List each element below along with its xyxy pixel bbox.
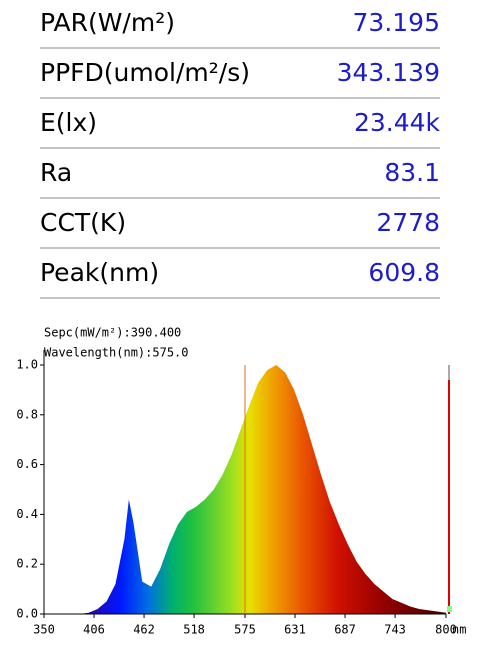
row-value: 23.44k: [354, 108, 441, 137]
row-label: Ra: [40, 158, 72, 187]
x-tick-label: 350: [33, 623, 55, 637]
y-tick-label: 0.6: [16, 457, 38, 471]
x-tick-label: 800: [435, 623, 457, 637]
x-tick-label: 687: [334, 623, 356, 637]
x-axis-unit: nm: [452, 623, 466, 637]
y-tick-label: 1.0: [16, 358, 38, 372]
row-label: E(lx): [40, 108, 97, 137]
row-value: 343.139: [337, 58, 440, 87]
row-value: 609.8: [368, 258, 440, 287]
y-tick-label: 0.2: [16, 557, 38, 571]
annotation: Sepc(mW/m²):390.400: [44, 326, 181, 340]
y-tick-label: 0.4: [16, 507, 38, 521]
row-value: 83.1: [384, 158, 440, 187]
row-label: PPFD(umol/m²/s): [40, 58, 250, 87]
x-tick-label: 462: [133, 623, 155, 637]
row-label: CCT(K): [40, 208, 126, 237]
y-tick-label: 0.8: [16, 407, 38, 421]
annotation: Wavelength(nm):575.0: [44, 346, 189, 360]
x-tick-label: 575: [234, 623, 256, 637]
x-tick-label: 743: [384, 623, 406, 637]
row-label: PAR(W/m²): [40, 8, 175, 37]
x-tick-label: 631: [284, 623, 306, 637]
x-tick-label: 518: [183, 623, 205, 637]
x-tick-label: 406: [83, 623, 105, 637]
row-value: 2778: [376, 208, 440, 237]
end-point: [447, 606, 452, 612]
row-value: 73.195: [353, 8, 440, 37]
row-label: Peak(nm): [40, 258, 159, 287]
y-tick-label: 0.0: [16, 607, 38, 621]
